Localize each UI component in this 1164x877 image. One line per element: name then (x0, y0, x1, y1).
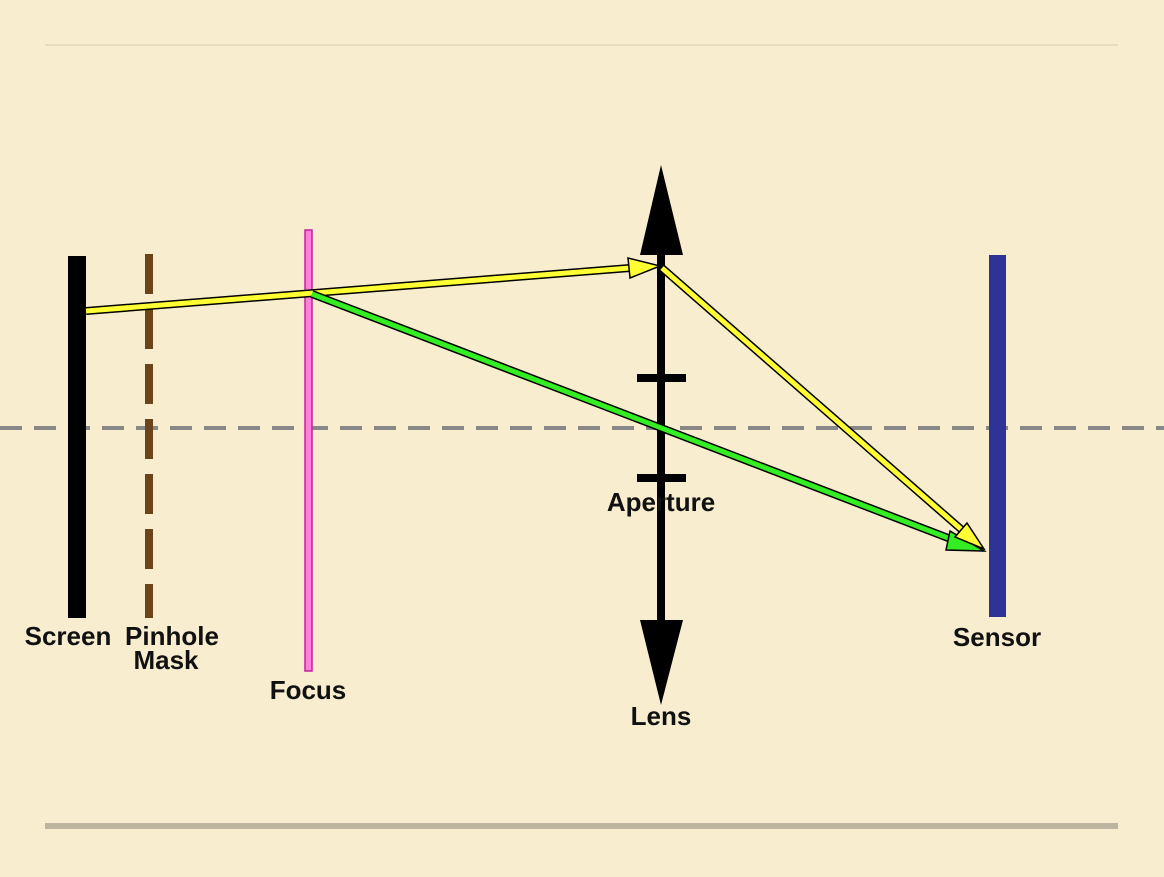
label-pinhole: Pinhole (125, 621, 219, 651)
ray-yellow-refracted (659, 264, 986, 551)
ray-yellow-incoming (85, 257, 663, 315)
sensor-bar (989, 255, 1006, 617)
lens-arrowhead-bottom (640, 620, 683, 705)
screen-bar (68, 256, 86, 618)
label-lens: Lens (631, 701, 692, 731)
label-sensor: Sensor (953, 622, 1041, 652)
lens-arrowhead-top (640, 165, 683, 255)
label-mask: Mask (133, 645, 199, 675)
label-screen: Screen (25, 621, 112, 651)
focus-plane (304, 229, 313, 672)
label-focus: Focus (270, 675, 347, 705)
label-aperture: Aperture (607, 487, 715, 517)
